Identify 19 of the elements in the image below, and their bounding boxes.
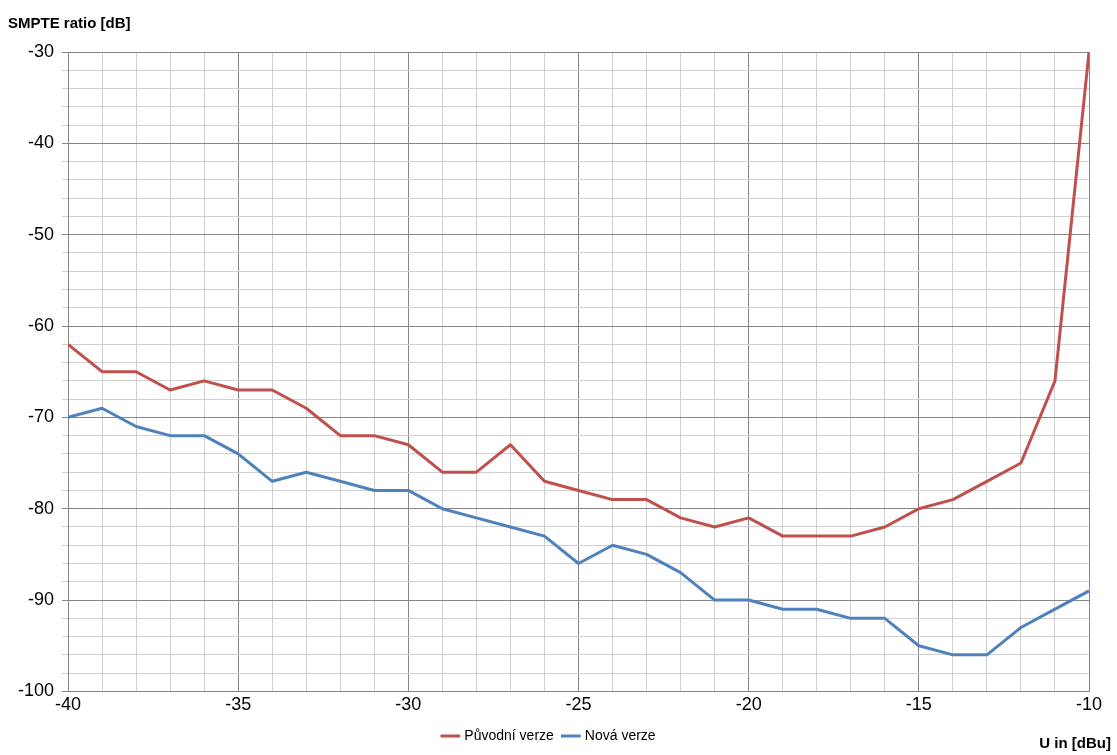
x-axis-title: U in [dBu] — [1039, 734, 1111, 751]
x-tick-label: -15 — [905, 694, 932, 715]
x-tick-label: -35 — [225, 694, 252, 715]
y-tick-label: -80 — [28, 497, 55, 518]
x-tick-label: -10 — [1075, 694, 1103, 715]
x-tick-label: -25 — [565, 694, 592, 715]
x-tick-label: -40 — [55, 694, 82, 715]
x-tick-label: -30 — [395, 694, 422, 715]
y-tick-label: -70 — [28, 406, 55, 427]
legend-label: Původní verze — [464, 726, 555, 743]
y-tick-label: -90 — [28, 589, 55, 610]
y-tick-label: -60 — [28, 315, 55, 335]
y-tick-label: -100 — [18, 680, 55, 701]
y-tick-label: -30 — [28, 40, 55, 61]
y-tick-label: -50 — [28, 223, 55, 244]
y-axis-title: SMPTE ratio [dB] — [8, 14, 131, 31]
legend-label: Nová verze — [584, 726, 656, 743]
x-tick-label: -20 — [735, 694, 762, 715]
y-tick-label: -40 — [28, 132, 55, 153]
